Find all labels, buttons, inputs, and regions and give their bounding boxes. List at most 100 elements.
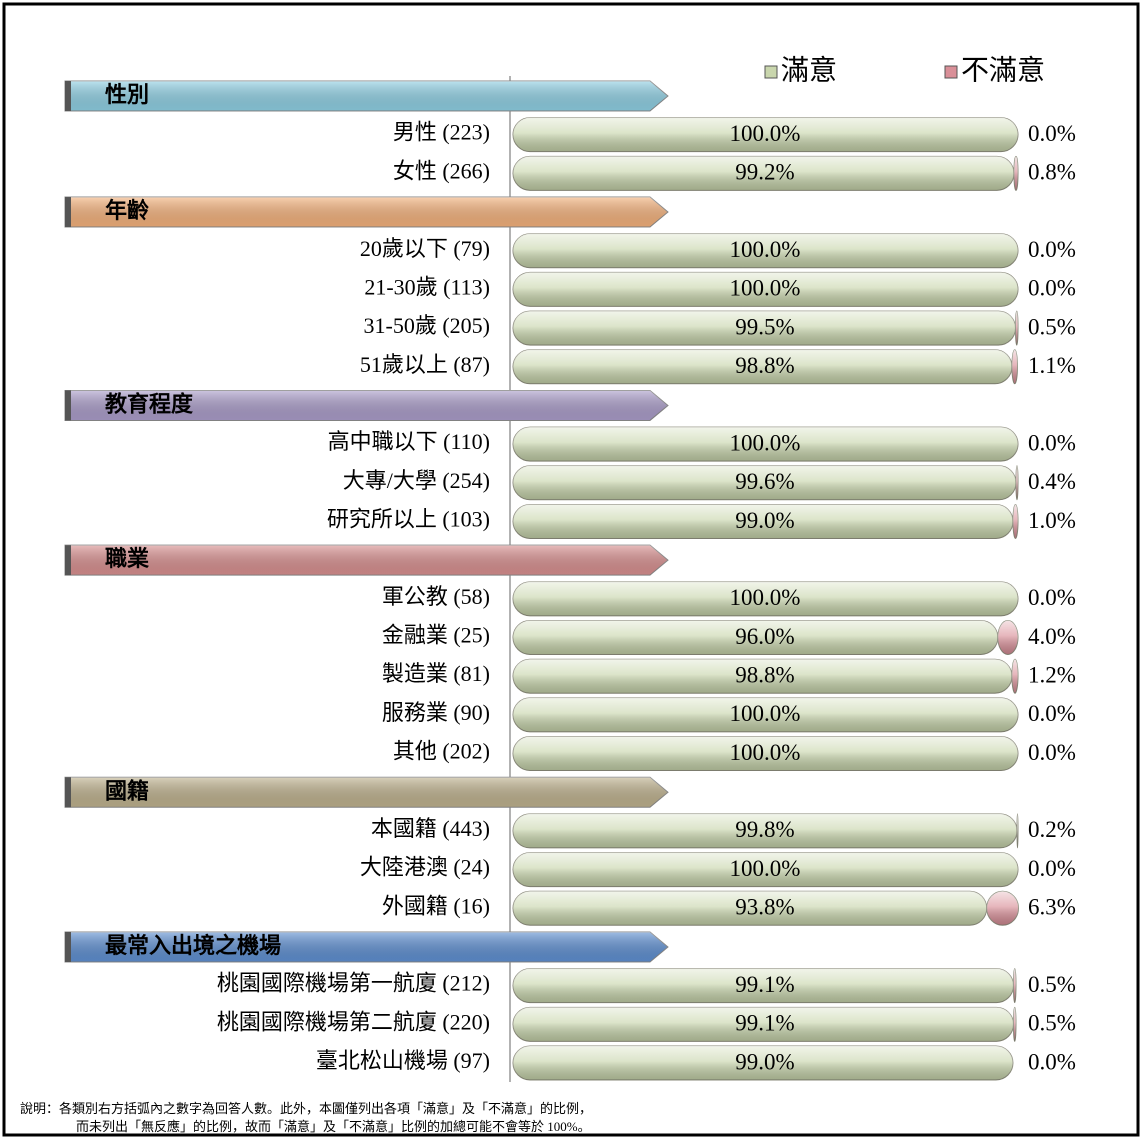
- bar-shine: [1011, 349, 1018, 384]
- bar-shine: [513, 736, 1018, 771]
- footnote: 說明：各類別右方括弧內之數字為回答人數。此外，本圖僅列出各項「滿意」及「不滿意」…: [20, 1101, 592, 1116]
- value-label: 0.0%: [1028, 1049, 1076, 1074]
- group-header-edge: [65, 931, 71, 962]
- category-label: 臺北松山機場 (97): [316, 1048, 490, 1073]
- value-label: 99.8%: [735, 817, 794, 842]
- value-label: 93.8%: [735, 895, 794, 920]
- category-label: 21-30歲 (113): [364, 274, 490, 299]
- value-label: 0.5%: [1028, 1011, 1076, 1036]
- bar-shine: [513, 1046, 1013, 1080]
- value-label: 0.0%: [1028, 856, 1076, 881]
- value-label: 0.0%: [1028, 237, 1076, 262]
- value-label: 0.4%: [1028, 469, 1076, 494]
- bar-shine: [513, 272, 1018, 307]
- category-label: 大陸港澳 (24): [360, 855, 490, 880]
- bar-shine: [513, 117, 1018, 152]
- bar-shine: [513, 349, 1012, 384]
- bar-shine: [513, 311, 1016, 346]
- value-label: 99.1%: [735, 1011, 794, 1036]
- value-label: 100.0%: [730, 237, 801, 262]
- category-label: 本國籍 (443): [371, 816, 490, 841]
- group-header-shine: [65, 777, 668, 808]
- group-header-edge: [65, 197, 71, 228]
- bar-shine: [513, 659, 1012, 694]
- value-label: 100.0%: [730, 121, 801, 146]
- value-label: 0.8%: [1028, 160, 1076, 185]
- group-header-shine: [65, 545, 668, 576]
- value-label: 100.0%: [730, 740, 801, 765]
- category-label: 大專/大學 (254): [343, 468, 490, 493]
- group-header-shine: [65, 81, 668, 111]
- bar-shine: [1011, 659, 1018, 694]
- group-label: 職業: [105, 546, 150, 571]
- value-label: 99.5%: [735, 314, 794, 339]
- value-label: 1.1%: [1028, 353, 1076, 378]
- value-label: 0.0%: [1028, 585, 1076, 610]
- legend-label: 不滿意: [961, 54, 1045, 86]
- bar-shine: [513, 465, 1016, 500]
- group-label: 最常入出境之機場: [105, 933, 281, 958]
- bar-shine: [513, 581, 1018, 616]
- bar-shine: [1012, 504, 1018, 539]
- category-label: 外國籍 (16): [382, 893, 490, 918]
- value-label: 100.0%: [730, 276, 801, 301]
- value-label: 0.0%: [1028, 701, 1076, 726]
- value-label: 99.6%: [735, 469, 794, 494]
- group-header-edge: [65, 390, 71, 421]
- category-label: 製造業 (81): [382, 661, 490, 686]
- group-label: 教育程度: [105, 391, 194, 416]
- bar-shine: [1013, 156, 1018, 191]
- footnote: 而未列出「無反應」的比例，故而「滿意」及「不滿意」比例的加總可能不會等於 100…: [76, 1119, 591, 1134]
- bar-shine: [513, 852, 1018, 887]
- bar-shine: [513, 891, 987, 926]
- value-label: 98.8%: [735, 662, 794, 687]
- value-label: 0.5%: [1028, 972, 1076, 997]
- group-header-edge: [65, 777, 71, 808]
- legend-label: 滿意: [781, 54, 837, 86]
- value-label: 99.2%: [735, 160, 794, 185]
- bar-shine: [1015, 311, 1018, 346]
- group-label: 年齡: [105, 198, 149, 223]
- category-label: 桃園國際機場第二航廈 (220): [217, 1009, 490, 1034]
- category-label: 金融業 (25): [382, 623, 490, 648]
- group-label: 國籍: [105, 778, 149, 803]
- value-label: 99.0%: [735, 508, 794, 533]
- value-label: 100.0%: [730, 430, 801, 455]
- group-header-edge: [65, 545, 71, 576]
- bar-shine: [513, 620, 998, 655]
- value-label: 0.0%: [1028, 740, 1076, 765]
- bar-shine: [1015, 465, 1018, 500]
- category-label: 女性 (266): [393, 158, 490, 183]
- bar-shine: [513, 156, 1014, 191]
- value-label: 1.0%: [1028, 508, 1076, 533]
- category-label: 男性 (223): [393, 120, 490, 145]
- value-label: 99.1%: [735, 972, 794, 997]
- bar-shine: [513, 1007, 1014, 1042]
- value-label: 0.5%: [1028, 314, 1076, 339]
- bar-shine: [1016, 813, 1018, 848]
- bar-shine: [513, 427, 1018, 462]
- legend-swatch: [944, 65, 958, 79]
- value-label: 6.3%: [1028, 895, 1076, 920]
- category-label: 桃園國際機場第一航廈 (212): [217, 971, 490, 996]
- category-label: 其他 (202): [393, 739, 490, 764]
- group-header-edge: [65, 81, 71, 111]
- bar-shine: [1013, 968, 1016, 1003]
- category-label: 研究所以上 (103): [327, 507, 490, 532]
- group-label: 性別: [105, 82, 149, 107]
- value-label: 0.0%: [1028, 276, 1076, 301]
- value-label: 0.0%: [1028, 430, 1076, 455]
- bar-shine: [986, 891, 1019, 926]
- group-header-shine: [65, 197, 668, 228]
- category-label: 服務業 (90): [382, 700, 490, 725]
- value-label: 98.8%: [735, 353, 794, 378]
- category-label: 31-50歲 (205): [364, 313, 490, 338]
- category-label: 20歲以下 (79): [360, 236, 490, 261]
- value-label: 100.0%: [730, 856, 801, 881]
- bar-shine: [513, 697, 1018, 732]
- bar-shine: [997, 620, 1018, 655]
- group-header-shine: [65, 390, 668, 421]
- group-header-shine: [65, 931, 668, 962]
- category-label: 軍公教 (58): [382, 584, 490, 609]
